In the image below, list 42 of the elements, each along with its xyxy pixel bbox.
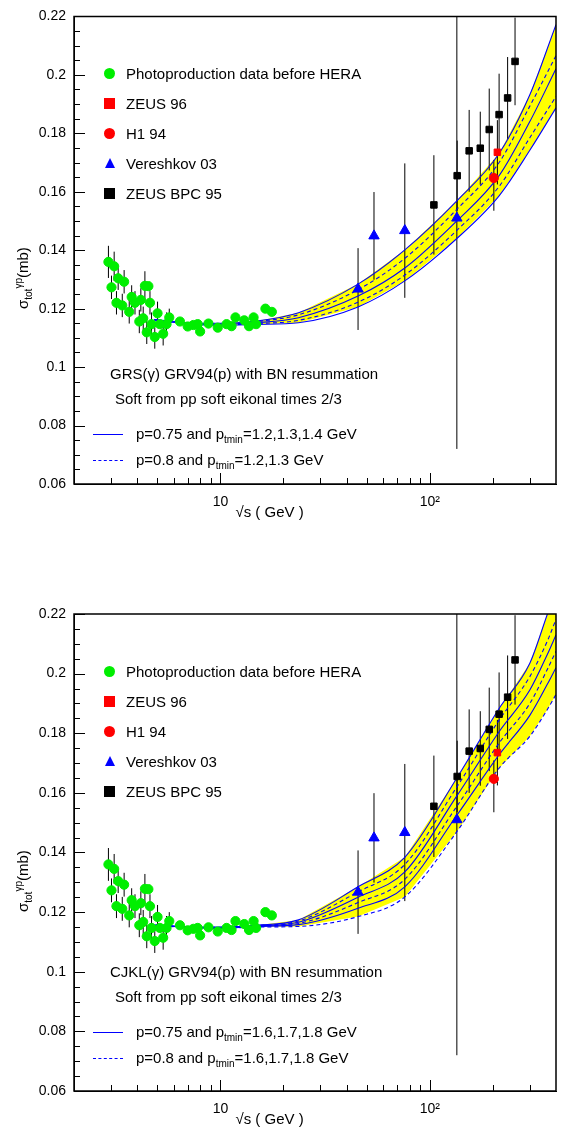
x-tick-label: 10² (419, 493, 441, 510)
y-tick-label: 0.18 (38, 124, 67, 141)
y-tick-label: 0.2 (46, 65, 67, 82)
y-tick-label: 0.08 (38, 416, 67, 433)
y-tick-label: 0.2 (46, 664, 67, 681)
y-tick-label: 0.16 (38, 182, 67, 199)
legend-label: p=0.8 and p$_{tmin}$=1.2,1.3 GeV (136, 451, 324, 472)
y-tick-label: 0.22 (38, 7, 67, 24)
legend-label: p=0.75 and p$_{tmin}$=1.6,1.7,1.8 GeV (136, 1023, 357, 1043)
legend-label: p=0.75 and p$_{tmin}$=1.2,1.3,1.4 GeV (136, 425, 357, 446)
x-tick-label: 10 (212, 493, 229, 510)
y-tick-label: 0.22 (38, 604, 67, 621)
annotation: Soft from pp soft eikonal times 2/3 (115, 390, 342, 408)
y-tick-label: 0.06 (38, 474, 67, 491)
legend-label: p=0.8 and p$_{tmin}$=1.6,1.7,1.8 GeV (136, 1049, 349, 1069)
legend-label: H1 94 (126, 723, 167, 740)
legend-label: Photoproduction data before HERA (126, 65, 362, 83)
y-tick-label: 0.1 (46, 357, 67, 374)
legend-label: ZEUS BPC 95 (126, 185, 222, 203)
legend-label: Vereshkov 03 (126, 155, 217, 173)
y-tick-label: 0.18 (38, 724, 67, 741)
legend-label: ZEUS BPC 95 (126, 783, 222, 800)
legend-label: Vereshkov 03 (126, 753, 217, 770)
y-tick-label: 0.06 (38, 1081, 67, 1098)
legend-label: ZEUS 96 (126, 693, 187, 710)
legend-label: Photoproduction data before HERA (126, 663, 362, 680)
x-axis-title: √s ( GeV ) (235, 503, 304, 520)
y-tick-label: 0.08 (38, 1022, 67, 1039)
annotation: Soft from pp soft eikonal times 2/3 (115, 988, 342, 1005)
y-tick-label: 0.16 (38, 783, 67, 800)
y-tick-label: 0.12 (38, 902, 67, 919)
y-tick-label: 0.14 (38, 241, 67, 258)
annotation: GRS(γ) GRV94(p) with BN resummation (110, 365, 379, 383)
y-tick-label: 0.1 (46, 962, 67, 979)
x-axis-title: √s ( GeV ) (235, 1110, 304, 1127)
y-tick-label: 0.12 (38, 299, 67, 316)
x-tick-label: 10 (212, 1100, 229, 1117)
y-tick-label: 0.14 (38, 843, 67, 860)
legend-label: H1 94 (126, 125, 167, 143)
legend-label: ZEUS 96 (126, 95, 187, 113)
annotation: CJKL(γ) GRV94(p) with BN resummation (110, 963, 383, 980)
x-tick-label: 10² (419, 1100, 441, 1117)
